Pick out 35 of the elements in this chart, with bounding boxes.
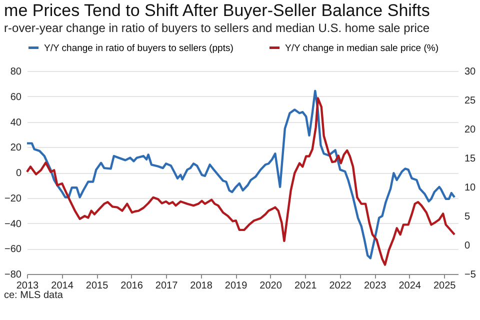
y2-tick-label: 0 (464, 240, 470, 252)
y2-tick-label: 15 (464, 154, 476, 164)
y-tick-label: −60 (4, 244, 22, 256)
x-tick-label: 2015 (86, 280, 109, 292)
y-tick-label: 60 (10, 92, 22, 103)
x-tick-label: 2019 (224, 280, 248, 292)
x-tick-label: 2017 (155, 280, 178, 292)
y2-tick-label: −5 (464, 270, 476, 280)
x-tick-label: 2014 (51, 280, 74, 292)
chart-title: me Prices Tend to Shift After Buyer-Seller Balance Shifts (4, 1, 430, 20)
y-tick-label: −80 (4, 270, 22, 280)
y-tick-label: 80 (10, 66, 22, 78)
legend-label: Y/Y change in ratio of buyers to sellers (ppts) (44, 42, 234, 54)
x-tick-label: 2025 (433, 280, 456, 292)
y-tick-label: 20 (10, 142, 22, 154)
y2-tick-label: 30 (464, 66, 476, 78)
legend-label: Y/Y change in median sale price (%) (285, 42, 438, 54)
y2-tick-label: 20 (464, 124, 476, 136)
y-tick-label: −40 (4, 218, 22, 230)
x-tick-label: 2013 (16, 280, 40, 292)
y2-tick-label: 25 (464, 96, 476, 106)
x-tick-label: 2023 (364, 280, 387, 292)
y2-tick-label: 5 (464, 212, 470, 222)
y-tick-label: 0 (16, 168, 22, 179)
y2-tick-label: 10 (464, 182, 476, 194)
x-tick-label: 2016 (120, 280, 144, 292)
x-tick-label: 2021 (294, 280, 318, 292)
x-tick-label: 2018 (190, 280, 213, 292)
x-tick-label: 2024 (398, 280, 422, 292)
text: ce: MLS data (3, 290, 64, 301)
x-tick-label: 2022 (329, 280, 352, 292)
y-tick-label: −20 (4, 193, 22, 204)
x-tick-label: 2020 (260, 280, 282, 292)
chart-subtitle: r-over-year change in ratio of buyers to sellers and median U.S. home sale price (4, 21, 430, 35)
y-tick-label: 40 (10, 117, 22, 128)
